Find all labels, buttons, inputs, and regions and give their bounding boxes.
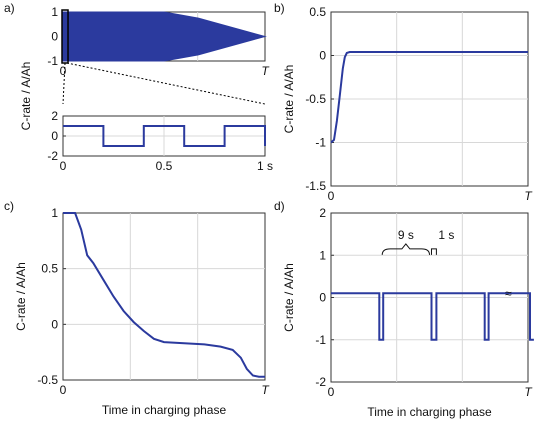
annotation-1s: 1 s [438, 228, 454, 242]
series-line [63, 125, 266, 147]
panel-label: a) [4, 1, 15, 15]
series-line [330, 51, 528, 144]
y-tick-label: -0.5 [37, 373, 58, 387]
y-tick-label: -1 [47, 54, 58, 68]
brace-9s [381, 243, 430, 255]
series-line [63, 212, 265, 378]
zoom-line [62, 62, 66, 105]
plot-area [62, 212, 266, 381]
x-tick-label: T [524, 385, 533, 399]
annotation-9s: 9 s [398, 228, 414, 242]
y-tick-label: -1.5 [305, 179, 326, 193]
y-tick-label: 0 [51, 317, 58, 331]
x-tick-label: 0 [60, 64, 67, 78]
x-tick-label: T [261, 383, 270, 397]
y-tick-label: -1 [315, 136, 326, 150]
y-tick-label: 0.5 [309, 5, 326, 19]
panel-label: c) [4, 199, 14, 213]
brace-1s [430, 248, 437, 255]
x-tick-label: T [261, 64, 270, 78]
x-tick-label: 0.5 [156, 159, 173, 173]
panel-label: b) [274, 1, 285, 15]
y-tick-label: -1 [315, 333, 326, 347]
panel-label: d) [274, 199, 285, 213]
y-tick-label: 1 [319, 248, 326, 262]
zoom-line [66, 62, 266, 105]
y-tick-label: 2 [319, 206, 326, 220]
y-tick-label: 1 [51, 206, 58, 220]
y-tick-label: 0 [319, 49, 326, 63]
y-tick-label: 2 [51, 109, 58, 123]
x-tick-label: T [524, 189, 533, 203]
x-axis-label: Time in charging phase [367, 405, 492, 419]
y-tick-label: 1 [51, 5, 58, 19]
y-axis-label: C-rate / A/Ah [14, 262, 28, 331]
x-tick-label: 0 [60, 383, 67, 397]
x-axis-label: Time in charging phase [102, 403, 227, 417]
y-tick-label: -2 [315, 375, 326, 389]
series-line [331, 292, 534, 341]
y-tick-label: 0 [51, 30, 58, 44]
axis-break-marker: ≈ [505, 286, 512, 300]
y-axis-label: C-rate / A/Ah [282, 65, 296, 134]
y-axis-label: C-rate / A/Ah [19, 62, 33, 131]
series-area [62, 11, 267, 62]
y-axis-label: C-rate / A/Ah [282, 263, 296, 332]
y-tick-label: 0.5 [41, 262, 58, 276]
x-tick-label: 0 [328, 385, 335, 399]
y-tick-label: 0 [319, 291, 326, 305]
x-tick-label: 0 [328, 189, 335, 203]
y-tick-label: 0 [51, 129, 58, 143]
x-tick-label: 0 [60, 159, 67, 173]
x-tick-label: 1 s [257, 159, 273, 173]
y-tick-label: -2 [47, 149, 58, 163]
y-tick-label: -0.5 [305, 92, 326, 106]
